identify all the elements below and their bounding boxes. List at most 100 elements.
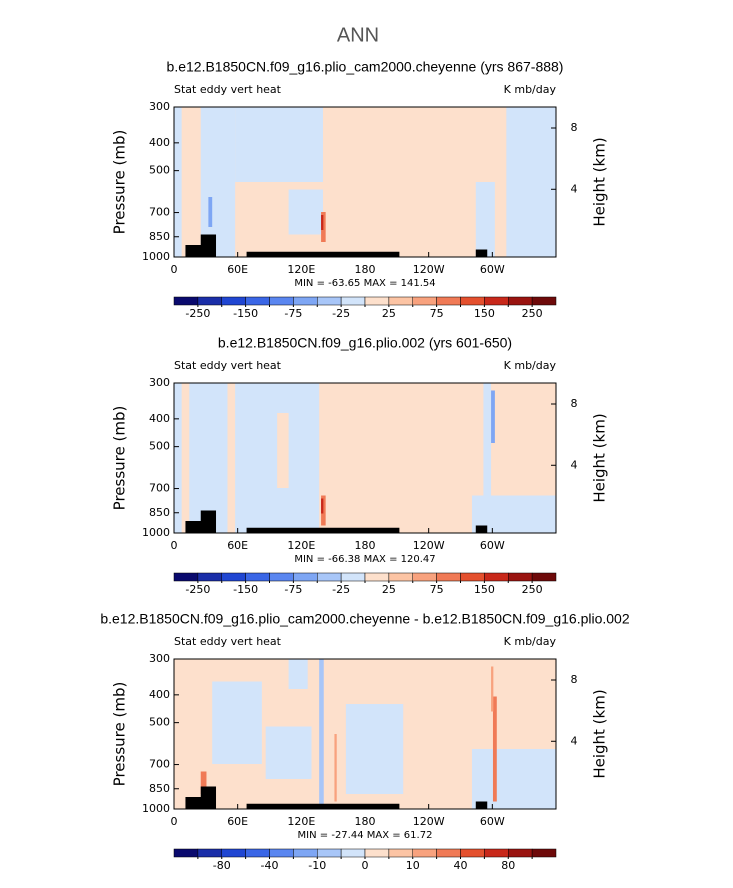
y-tick-label: 300: [149, 376, 170, 389]
y-tick-label: 400: [149, 136, 170, 149]
colorbar-box: [317, 296, 342, 306]
y-axis-label: Pressure (mb): [111, 682, 129, 787]
y-tick-label: 1000: [142, 802, 170, 815]
colorbar-box: [293, 572, 318, 582]
y-tick-label: 850: [149, 506, 170, 519]
colorbar-label: 75: [430, 307, 444, 320]
colorbar-box: [173, 296, 199, 306]
colorbar-box: [388, 848, 413, 858]
y-axis-label: Pressure (mb): [111, 130, 129, 235]
contour-region: [345, 704, 404, 794]
stats: MIN = -66.38 MAX = 120.47: [294, 554, 435, 565]
colorbar-label: 25: [382, 583, 396, 596]
contour-region: [174, 107, 182, 257]
x-tick-label: 60E: [227, 815, 248, 828]
colorbar-box: [293, 848, 318, 858]
colorbar-label: -250: [185, 583, 210, 596]
colorbar-box: [388, 572, 413, 582]
colorbar-box: [388, 296, 413, 306]
colorbar-box: [460, 296, 485, 306]
y-axis-label: Pressure (mb): [111, 406, 129, 511]
colorbar-label: -250: [185, 307, 210, 320]
colorbar-box: [436, 572, 461, 582]
y-tick-label: 850: [149, 230, 170, 243]
colorbar-label: 0: [362, 859, 369, 872]
colorbar-box: [460, 572, 485, 582]
topography: [200, 234, 217, 257]
colorbar-box: [221, 296, 246, 306]
colorbar-box: [412, 572, 437, 582]
colorbar-label: 75: [430, 583, 444, 596]
colorbar-box: [436, 296, 461, 306]
panel-title: b.e12.B1850CN.f09_g16.plio_cam2000.cheye…: [100, 611, 630, 627]
contour-region: [235, 107, 323, 182]
x-tick-label: 0: [171, 539, 178, 552]
panel: b.e12.B1850CN.f09_g16.plio.002 (yrs 601-…: [111, 335, 609, 596]
colorbar-label: -150: [233, 583, 258, 596]
x-tick-label: 180: [355, 539, 376, 552]
panel-title: b.e12.B1850CN.f09_g16.plio.002 (yrs 601-…: [218, 335, 512, 351]
y-tick-label: 700: [149, 206, 170, 219]
contour-region: [491, 390, 495, 443]
contour-region: [492, 696, 497, 802]
left-label: Stat eddy vert heat: [174, 83, 282, 96]
x-tick-label: 120E: [287, 263, 315, 276]
colorbar-box: [364, 572, 390, 582]
y-tick-label: 500: [149, 164, 170, 177]
y-tick-label: 1000: [142, 526, 170, 539]
topography: [475, 249, 488, 257]
contour-region: [334, 734, 337, 802]
contour-region: [475, 182, 495, 257]
colorbar-box: [436, 848, 461, 858]
colorbar-box: [364, 296, 390, 306]
x-tick-label: 120E: [287, 539, 315, 552]
y-tick-label: 500: [149, 440, 170, 453]
stats: MIN = -27.44 MAX = 61.72: [298, 830, 433, 841]
colorbar-label: 150: [474, 307, 495, 320]
y2-axis-label: Height (km): [591, 413, 609, 502]
contour-region: [491, 666, 494, 712]
colorbar-box: [173, 572, 199, 582]
x-tick-label: 180: [355, 815, 376, 828]
x-tick-label: 60E: [227, 263, 248, 276]
x-tick-label: 180: [355, 263, 376, 276]
right-label: K mb/day: [504, 635, 557, 648]
colorbar-label: 10: [406, 859, 420, 872]
colorbar-label: 250: [522, 583, 543, 596]
colorbar-box: [412, 848, 437, 858]
left-label: Stat eddy vert heat: [174, 359, 282, 372]
stats: MIN = -63.65 MAX = 141.54: [294, 278, 435, 289]
y2-tick-label: 4: [571, 734, 578, 747]
x-tick-label: 120W: [413, 263, 445, 276]
contour-region: [212, 681, 262, 764]
colorbar-box: [508, 296, 533, 306]
panel-title: b.e12.B1850CN.f09_g16.plio_cam2000.cheye…: [167, 59, 564, 75]
x-tick-label: 120E: [287, 815, 315, 828]
colorbar-box: [173, 848, 199, 858]
colorbar-label: -80: [213, 859, 231, 872]
colorbar-label: -25: [332, 583, 350, 596]
colorbar-box: [508, 848, 533, 858]
contour-region: [319, 659, 324, 809]
colorbar-box: [197, 572, 222, 582]
y2-tick-label: 8: [571, 397, 578, 410]
colorbar-label: 25: [382, 307, 396, 320]
contour-region: [483, 383, 492, 533]
contour-region: [277, 413, 289, 488]
colorbar-box: [221, 848, 246, 858]
colorbar-box: [340, 296, 366, 306]
colorbar-label: 150: [474, 583, 495, 596]
colorbar-box: [484, 296, 509, 306]
colorbar-box: [340, 848, 366, 858]
y-tick-label: 1000: [142, 250, 170, 263]
colorbar-box: [245, 848, 270, 858]
x-tick-label: 60E: [227, 539, 248, 552]
contour-region: [200, 107, 236, 257]
y-tick-label: 400: [149, 412, 170, 425]
colorbar-box: [531, 296, 557, 306]
y-tick-label: 300: [149, 652, 170, 665]
colorbar-box: [293, 296, 318, 306]
y2-axis-label: Height (km): [591, 689, 609, 778]
x-tick-label: 60W: [480, 815, 505, 828]
